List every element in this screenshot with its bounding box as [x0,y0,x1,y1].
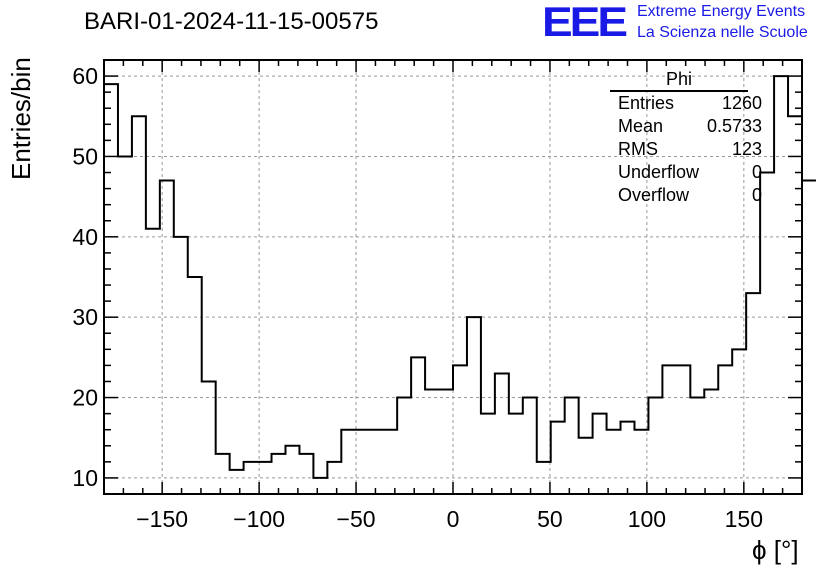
y-tick-label: 10 [72,465,98,491]
stats-key: Overflow [618,185,690,205]
y-tick-label: 30 [72,304,98,330]
stats-value: 0.5733 [706,116,762,136]
stats-value: 123 [731,139,762,159]
logo-line-2: La Scienza nelle Scuole [637,24,808,41]
stats-row-overflow: Overflow 0 [610,184,770,207]
stats-box: Phi Entries 1260 Mean 0.5733 RMS 123 Und… [610,68,778,207]
stats-value: 0 [751,185,762,205]
stats-title: Phi [610,68,748,92]
stats-value: 1260 [721,93,762,113]
x-tick-label: −100 [233,506,285,532]
chart-title: BARI-01-2024-11-15-00575 [84,8,379,35]
stats-key: RMS [618,139,658,159]
stats-key: Entries [618,93,675,113]
x-tick-label: 100 [628,506,666,532]
x-tick-label: −50 [337,506,376,532]
y-tick-label: 20 [72,385,98,411]
x-tick-label: 50 [537,506,563,532]
x-tick-label: 0 [447,506,460,532]
y-tick-label: 40 [72,224,98,250]
y-tick-label: 60 [72,63,98,89]
stats-row-mean: Mean 0.5733 [610,115,770,138]
x-axis-label: ϕ [°] [752,535,799,565]
stats-value: 0 [751,162,762,182]
x-tick-label: 150 [725,506,763,532]
histogram-series [104,75,816,479]
stats-row-rms: RMS 123 [610,138,770,161]
stats-row-entries: Entries 1260 [610,92,770,115]
logo-line-1: Extreme Energy Events [637,3,806,20]
stats-row-underflow: Underflow 0 [610,161,770,184]
stats-key: Underflow [618,162,700,182]
stats-key: Mean [618,116,664,136]
eee-logo-mark: EEE [542,0,628,45]
y-tick-label: 50 [72,143,98,169]
x-tick-label: −150 [136,506,188,532]
